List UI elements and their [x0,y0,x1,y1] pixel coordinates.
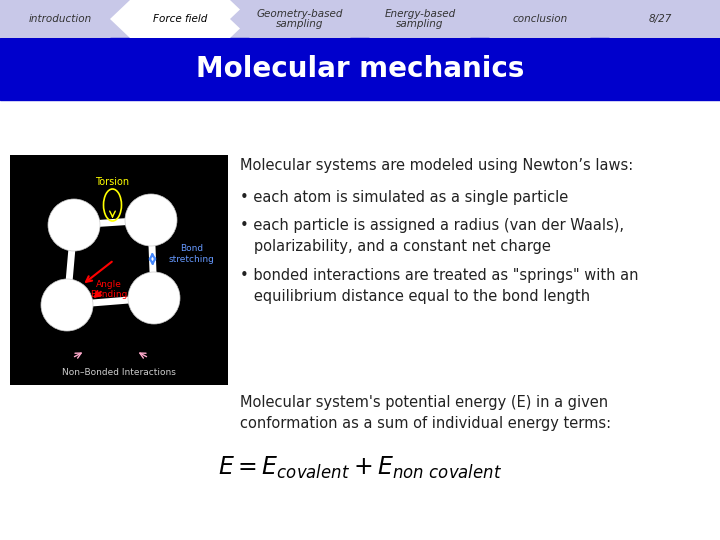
Circle shape [125,194,177,246]
Text: Molecular systems are modeled using Newton’s laws:: Molecular systems are modeled using Newt… [240,158,634,173]
Bar [0,38,720,100]
Polygon shape [350,0,490,38]
Text: • each atom is simulated as a single particle: • each atom is simulated as a single par… [240,190,568,205]
Text: Molecular mechanics: Molecular mechanics [196,55,524,83]
Circle shape [48,199,100,251]
Text: Molecular system's potential energy (E) in a given
conformation as a sum of indi: Molecular system's potential energy (E) … [240,395,611,431]
Text: Bond
stretching: Bond stretching [169,244,215,264]
Text: 8/27: 8/27 [648,14,672,24]
Text: conclusion: conclusion [513,14,567,24]
Circle shape [128,272,180,324]
Bar [0,0,720,38]
Text: Non–Bonded Interactions: Non–Bonded Interactions [62,368,176,377]
Polygon shape [230,0,370,38]
Polygon shape [470,0,610,38]
Polygon shape [110,0,250,38]
Text: • bonded interactions are treated as "springs" with an
   equilibrium distance e: • bonded interactions are treated as "sp… [240,268,639,304]
Polygon shape [590,0,720,38]
Circle shape [41,279,93,331]
Text: introduction: introduction [28,14,91,24]
Text: Force field: Force field [153,14,207,24]
Text: Angle
Bending: Angle Bending [90,280,127,299]
Text: Geometry-based
sampling: Geometry-based sampling [257,9,343,29]
Text: Energy-based
sampling: Energy-based sampling [384,9,456,29]
Text: Torsion: Torsion [96,177,130,187]
Bar [10,155,228,385]
Text: $E = E_{\mathit{covalent}} + E_{\mathit{non\ covalent}}$: $E = E_{\mathit{covalent}} + E_{\mathit{… [218,455,502,481]
Polygon shape [0,0,130,38]
Text: • each particle is assigned a radius (van der Waals),
   polarizability, and a c: • each particle is assigned a radius (va… [240,218,624,254]
